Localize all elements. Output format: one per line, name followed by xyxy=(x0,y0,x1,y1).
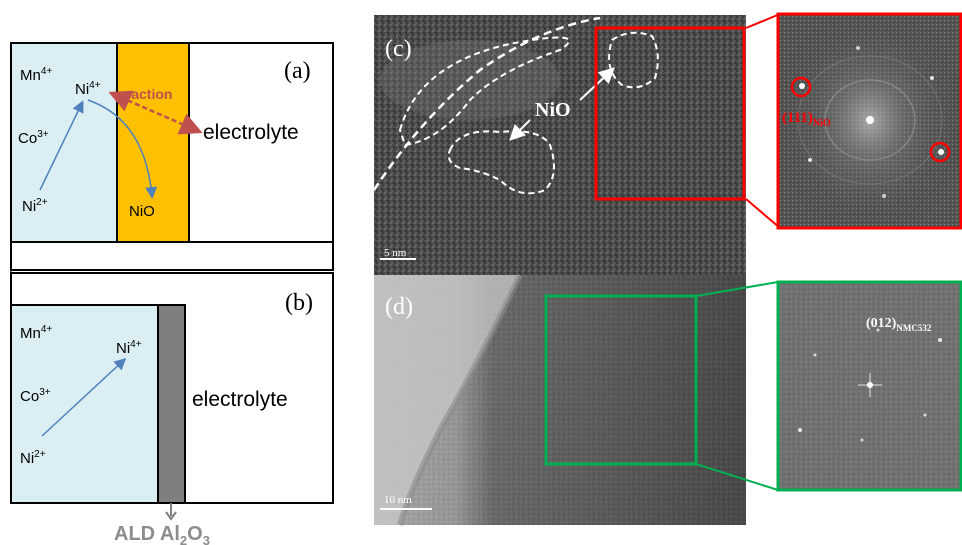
nio-arrow-2 xyxy=(509,119,531,141)
panel-d-label: (d) xyxy=(385,294,413,320)
fft-spot-d4 xyxy=(923,413,927,417)
nio-label-a: NiO xyxy=(129,203,155,220)
fft-spot-c6 xyxy=(882,194,886,198)
panel-d: (d) 10 nm (012)NMC532 xyxy=(374,273,962,526)
fft-index-label-c: (111)NiO xyxy=(782,110,831,129)
co3-label-a: Co3+ xyxy=(18,129,49,147)
zoom-line-top-c xyxy=(745,13,781,29)
fft-ring-inner xyxy=(824,79,916,161)
fft-marker-c1 xyxy=(790,76,812,98)
oxidation-arrow-b xyxy=(41,357,127,437)
surface-boundary xyxy=(372,16,601,191)
hrtem-shade-c xyxy=(374,15,746,275)
region-outline-top xyxy=(398,36,570,147)
zoom-line-bottom-d xyxy=(695,463,779,491)
fft-ring-outer xyxy=(797,55,943,185)
fft-marker-c2 xyxy=(929,141,951,163)
fft-spot-d3 xyxy=(813,353,817,357)
panel-b: Mn4+ Ni4+ Co3+ Ni2+ electrolyte (b) ALD … xyxy=(10,242,334,545)
reaction-label: reaction xyxy=(118,86,172,102)
cathode-particle-b xyxy=(10,304,159,504)
scale-label-c: 5 nm xyxy=(384,247,407,259)
fft-frame-d xyxy=(776,280,962,492)
nio-label-c: NiO xyxy=(535,99,571,121)
ald-coating-layer xyxy=(157,304,186,504)
ni4-label-b: Ni4+ xyxy=(116,339,142,357)
nio-surface-layer xyxy=(116,42,190,243)
particle-edge xyxy=(397,273,523,526)
mn4-label-b: Mn4+ xyxy=(20,324,52,342)
electrolyte-label-a: electrolyte xyxy=(203,121,299,144)
ald-pointer-head xyxy=(165,511,177,521)
ni2-label-b: Ni2+ xyxy=(20,449,46,467)
fft-spot-c5 xyxy=(856,46,860,50)
hrtem-image-c xyxy=(374,15,746,275)
oxidation-arrow-a xyxy=(39,100,84,191)
panel-a: Mn4+ Ni4+ Co3+ Ni2+ NiO reaction electro… xyxy=(10,42,334,271)
fft-spot-c3 xyxy=(808,158,812,162)
fft-spot-c4 xyxy=(930,76,934,80)
zoom-line-bottom-c xyxy=(745,198,781,229)
fft-region-box-c xyxy=(594,26,746,201)
zoom-line-top-d xyxy=(695,281,779,297)
scale-label-d: 10 nm xyxy=(384,494,412,506)
ald-al2o3-label: ALD Al2O3 xyxy=(114,523,210,545)
cathode-particle-a xyxy=(10,42,118,243)
panel-c: NiO (c) 5 nm (111)NiO xyxy=(372,12,962,275)
fft-spot-c1 xyxy=(799,83,805,89)
fft-center-spot-c xyxy=(866,116,874,124)
fft-spot-d2 xyxy=(938,338,942,342)
panel-b-label: (b) xyxy=(285,290,313,316)
fft-frame-c xyxy=(776,12,962,230)
fft-spot-d6 xyxy=(860,438,864,442)
panel-c-label: (c) xyxy=(385,36,412,62)
panel-a-label: (a) xyxy=(284,58,311,84)
fft-spot-c2 xyxy=(938,149,944,155)
fft-spot-d1 xyxy=(798,428,802,432)
mn4-label-a: Mn4+ xyxy=(20,66,52,84)
fft-region-box-d xyxy=(544,294,698,466)
ni2-label-a: Ni2+ xyxy=(22,197,48,215)
co3-label-b: Co3+ xyxy=(20,387,51,405)
fft-index-label-d: (012)NMC532 xyxy=(866,316,932,333)
vacuum-region xyxy=(374,275,520,525)
fft-spot-d5 xyxy=(876,328,880,332)
electrolyte-label-b: electrolyte xyxy=(192,388,288,411)
ni4-label-a: Ni4+ xyxy=(75,80,101,98)
